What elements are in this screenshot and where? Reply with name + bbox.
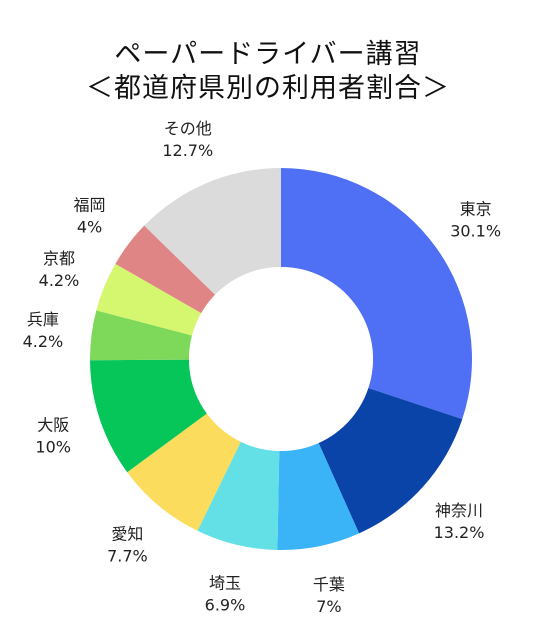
slice-1-percent: 30.1% (450, 222, 501, 241)
slice-7-wedge (90, 310, 193, 361)
slice-7-name: 兵庫 (27, 310, 59, 329)
slice-4-percent: 6.9% (205, 595, 246, 614)
slice-10-percent: 12.7% (162, 141, 213, 160)
slice-3-name: 千葉 (313, 575, 345, 594)
slice-2-name: 神奈川 (435, 501, 483, 520)
slice-5-percent: 7.7% (107, 546, 148, 565)
slice-9-label: 福岡 4% (74, 195, 106, 236)
chart-title: ペーパードライバー講習 ＜都道府県別の利用者割合＞ (0, 38, 536, 106)
slice-6-label: 大阪 10% (35, 416, 71, 457)
slice-6-wedge (90, 359, 207, 473)
slice-4-wedge (197, 441, 280, 550)
slice-5-label: 愛知 7.7% (107, 524, 148, 565)
slice-6-percent: 10% (35, 438, 71, 457)
donut-hole (189, 267, 373, 451)
slice-7-label: 兵庫 4.2% (23, 310, 64, 351)
slice-2-label: 神奈川 13.2% (434, 501, 485, 542)
slice-2-percent: 13.2% (434, 523, 485, 542)
slice-3-label: 千葉 7% (313, 575, 345, 616)
slice-4-label: 埼玉 6.9% (205, 573, 246, 614)
slice-8-label: 京都 4.2% (39, 249, 80, 290)
slice-9-percent: 4% (77, 217, 102, 236)
slice-10-label: その他 12.7% (162, 119, 213, 160)
slice-1-name: 東京 (460, 200, 492, 219)
slice-5-wedge (127, 413, 241, 531)
slice-10-name: その他 (164, 119, 212, 138)
slice-6-name: 大阪 (37, 416, 69, 435)
slice-9-name: 福岡 (74, 195, 106, 214)
slice-5-name: 愛知 (111, 524, 143, 543)
slice-8-wedge (96, 263, 202, 336)
slice-1-wedge (281, 168, 473, 420)
chart-title-line-2: ＜都道府県別の利用者割合＞ (86, 73, 450, 104)
slice-3-percent: 7% (316, 597, 341, 616)
slice-2-wedge (318, 387, 463, 534)
chart-title-line-1: ペーパードライバー講習 (114, 39, 422, 70)
slice-3-wedge (277, 442, 360, 550)
slice-8-percent: 4.2% (39, 271, 80, 290)
slice-7-percent: 4.2% (23, 332, 64, 351)
slice-8-name: 京都 (43, 249, 75, 268)
slice-10-wedge (144, 168, 281, 295)
slice-1-label: 東京 30.1% (450, 200, 501, 241)
slice-4-name: 埼玉 (209, 573, 241, 592)
slice-9-wedge (115, 225, 216, 314)
